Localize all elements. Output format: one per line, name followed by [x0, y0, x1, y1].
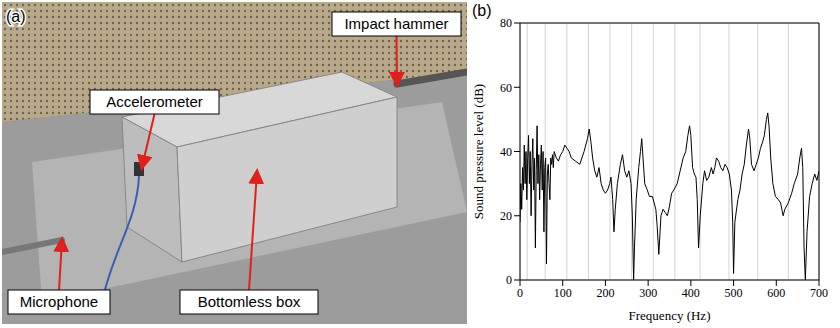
svg-text:(a): (a) — [6, 8, 26, 25]
svg-text:0: 0 — [517, 286, 523, 300]
svg-text:200: 200 — [596, 286, 614, 300]
svg-text:40: 40 — [500, 145, 512, 159]
html-text:(b): (b) — [472, 2, 492, 19]
svg-text:600: 600 — [767, 286, 785, 300]
svg-text:Impact hammer: Impact hammer — [344, 15, 448, 32]
svg-text:Frequency (Hz): Frequency (Hz) — [629, 308, 711, 323]
svg-text:100: 100 — [554, 286, 572, 300]
svg-text:400: 400 — [682, 286, 700, 300]
svg-text:80: 80 — [500, 16, 512, 30]
svg-text:300: 300 — [639, 286, 657, 300]
svg-text:0: 0 — [506, 273, 512, 287]
svg-text:Accelerometer: Accelerometer — [106, 93, 203, 110]
svg-text:Bottomless box: Bottomless box — [198, 293, 301, 310]
svg-text:700: 700 — [810, 286, 828, 300]
svg-text:500: 500 — [725, 286, 743, 300]
svg-text:Sound pressure level (dB): Sound pressure level (dB) — [471, 84, 486, 219]
svg-text:60: 60 — [500, 81, 512, 95]
svg-text:20: 20 — [500, 209, 512, 223]
svg-text:Microphone: Microphone — [20, 293, 98, 310]
